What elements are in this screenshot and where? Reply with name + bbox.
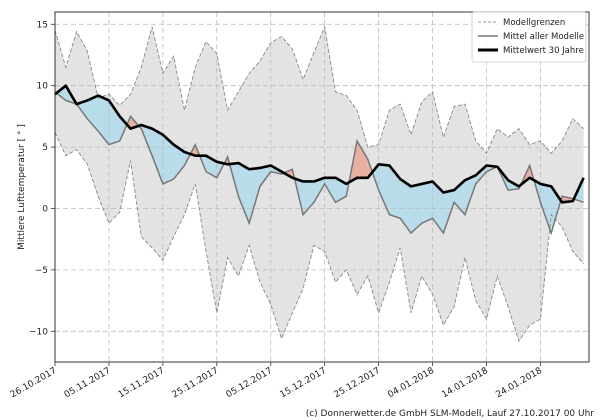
below-normal-fill [108, 100, 120, 145]
x-tick-label: 14.01.2018 [440, 366, 490, 401]
y-tick-label: −5 [35, 266, 48, 276]
x-tick-label: 05.12.2017 [225, 366, 275, 400]
x-tick-label: 05.11.2017 [63, 366, 113, 400]
below-normal-fill [56, 85, 66, 101]
below-normal-fill [475, 165, 487, 184]
legend-label-model-limits: Modellgrenzen [503, 18, 565, 28]
below-normal-fill [173, 144, 185, 180]
y-tick-label: 10 [37, 82, 49, 92]
x-tick-label: 15.11.2017 [117, 366, 167, 400]
x-tick-label: 15.12.2017 [279, 366, 329, 400]
above-normal-fill [357, 140, 368, 178]
below-normal-fill [87, 95, 99, 132]
x-tick-label: 04.01.2018 [386, 366, 436, 401]
x-tick-label: 25.12.2017 [333, 366, 383, 400]
upper-limit-line [54, 25, 584, 155]
below-normal-fill [98, 95, 109, 145]
y-axis-ticks: −10 −5 0 5 10 15 [29, 20, 55, 337]
below-normal-fill [259, 165, 271, 187]
legend: Modellgrenzen Mittel aller Modelle Mitte… [471, 11, 587, 63]
below-normal-fill [303, 181, 314, 215]
plot-frame [54, 11, 590, 363]
below-normal-fill [432, 181, 444, 234]
below-normal-fill [152, 128, 163, 184]
below-normal-fill [249, 167, 260, 224]
y-tick-label: 15 [37, 20, 48, 30]
x-tick-label: 26.10.2017 [9, 366, 59, 400]
x-tick-label: 24.01.2018 [494, 366, 544, 401]
below-normal-fill [443, 190, 455, 234]
y-tick-label: 0 [42, 204, 48, 214]
y-axis-label: Mittlere Lufttemperatur [ ° ] [17, 124, 27, 250]
copyright-footer: (c) Donnerwetter.de GmbH SLM-Modell, Lau… [306, 409, 595, 419]
below-normal-fill [313, 177, 325, 203]
below-normal-fill [324, 177, 336, 203]
series-lines [54, 25, 585, 343]
below-normal-fill [400, 179, 411, 234]
lower-limit-line [54, 132, 584, 343]
legend-label-30yr-mean: Mittelwert 30 Jahre [503, 46, 584, 56]
x-tick-label: 25.11.2017 [171, 366, 221, 400]
y-tick-label: 5 [42, 143, 48, 153]
below-normal-fill [378, 164, 390, 215]
legend-label-model-mean: Mittel aller Modelle [503, 32, 584, 42]
below-normal-fill [238, 163, 250, 224]
below-normal-fill [421, 181, 433, 224]
thirty-year-mean-line [54, 84, 585, 204]
x-axis-ticks: 26.10.2017 05.11.2017 15.11.2017 25.11.2017… [9, 362, 544, 400]
legend-box [471, 11, 587, 63]
y-tick-label: −10 [29, 327, 48, 337]
below-normal-fill [335, 177, 347, 203]
below-normal-fill [389, 165, 401, 219]
